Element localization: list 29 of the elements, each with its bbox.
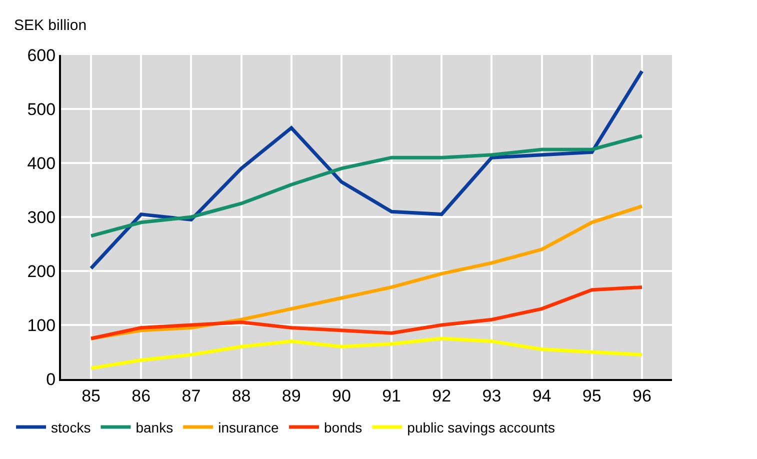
x-tick-label: 95 [582,386,602,406]
y-tick-label: 400 [27,154,56,173]
legend-label: insurance [218,419,280,436]
x-tick-label: 96 [632,386,652,406]
x-tick-label: 90 [332,386,351,406]
y-axis-title: SEK billion [14,17,87,34]
x-tick-label: 91 [382,386,401,406]
y-tick-label: 600 [27,46,56,65]
legend-label: bonds [324,419,362,436]
x-tick-label: 93 [482,386,502,406]
x-tick-label: 89 [282,386,301,406]
line-series [89,69,644,270]
line-series [89,336,644,370]
x-tick-label: 92 [432,386,452,406]
legend-label: stocks [51,419,91,436]
y-tick-label: 300 [27,208,56,227]
x-tick-label: 87 [182,386,201,406]
line-series [89,134,644,238]
legend-label: public savings accounts [407,419,556,436]
x-tick-label: 85 [82,386,101,406]
y-tick-label: 0 [46,370,56,389]
x-tick-label: 94 [532,386,552,406]
line-series [89,285,644,340]
x-tick-label: 88 [232,386,251,406]
legend-label: banks [136,419,174,436]
y-tick-label: 500 [27,100,56,119]
x-tick-label: 86 [132,386,151,406]
y-tick-label: 200 [27,262,56,281]
y-tick-label: 100 [27,316,56,335]
